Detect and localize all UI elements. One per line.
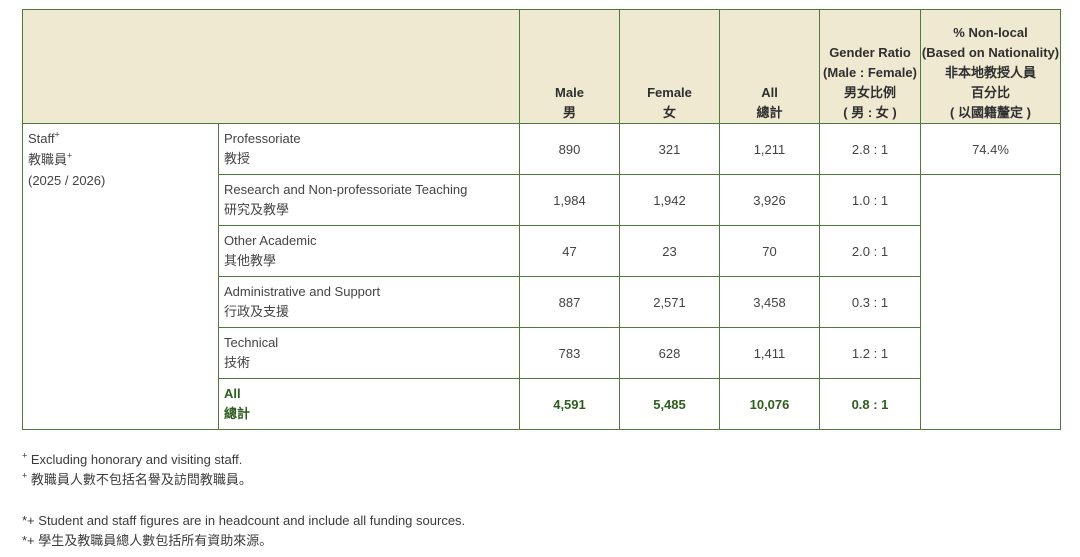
category-zh: 教授 bbox=[224, 151, 251, 166]
total-male-cell: 4,591 bbox=[519, 378, 620, 430]
category-en: Other Academic bbox=[224, 233, 317, 248]
all-cell: 3,926 bbox=[719, 174, 820, 226]
ratio-cell: 1.2 : 1 bbox=[819, 327, 921, 379]
header-nonlocal: % Non-local (Based on Nationality) 非本地教授… bbox=[920, 9, 1061, 124]
header-all-en: All bbox=[761, 85, 778, 100]
category-cell: Technical 技術 bbox=[218, 327, 520, 379]
category-zh: 研究及教學 bbox=[224, 202, 290, 217]
header-all-zh: 總計 bbox=[756, 105, 783, 120]
header-male: Male 男 bbox=[519, 9, 620, 124]
staff-year: (2025 / 2026) bbox=[28, 173, 106, 188]
ratio-cell: 0.3 : 1 bbox=[819, 276, 921, 328]
table-row: Administrative and Support 行政及支援 887 2,5… bbox=[23, 276, 1061, 328]
male-cell: 890 bbox=[519, 123, 620, 175]
male-cell: 1,984 bbox=[519, 174, 620, 226]
category-en: Technical bbox=[224, 335, 279, 350]
male-cell: 47 bbox=[519, 225, 620, 277]
nonlocal-cell: 74.4% bbox=[920, 123, 1061, 175]
staff-label-zh: 教職員 bbox=[28, 152, 68, 167]
category-en: Professoriate bbox=[224, 131, 301, 146]
footnote-1-en: + Excluding honorary and visiting staff. bbox=[22, 450, 465, 470]
table-row: Staff+ 教職員+ (2025 / 2026) Professoriate … bbox=[22, 123, 1061, 430]
header-female-zh: 女 bbox=[662, 105, 676, 120]
ratio-cell: 2.8 : 1 bbox=[819, 123, 921, 175]
female-cell: 1,942 bbox=[619, 174, 720, 226]
footnotes: + Excluding honorary and visiting staff.… bbox=[22, 450, 465, 551]
total-en: All bbox=[224, 386, 241, 401]
female-cell: 628 bbox=[619, 327, 720, 379]
total-row: All 總計 4,591 5,485 10,076 0.8 : 1 bbox=[23, 378, 1061, 430]
total-ratio-cell: 0.8 : 1 bbox=[819, 378, 921, 430]
table-row: Research and Non-professoriate Teaching … bbox=[23, 174, 1061, 430]
total-zh: 總計 bbox=[224, 406, 251, 421]
header-all: All 總計 bbox=[719, 9, 820, 124]
staff-table: Male 男 Female 女 All 總計 Gender Ratio (Mal… bbox=[22, 9, 1061, 430]
header-nonlocal-en-2: (Based on Nationality) bbox=[921, 45, 1060, 60]
all-cell: 1,411 bbox=[719, 327, 820, 379]
category-cell: Administrative and Support 行政及支援 bbox=[218, 276, 520, 328]
footnote-2-zh-text: 學生及教職員總人數包括所有資助來源。 bbox=[34, 533, 273, 548]
staff-label-en: Staff bbox=[28, 131, 55, 146]
header-ratio-en-1: Gender Ratio bbox=[829, 45, 911, 60]
staff-label-cell: Staff+ 教職員+ (2025 / 2026) bbox=[22, 123, 219, 430]
footnote-1-sup: + bbox=[22, 450, 28, 461]
footnote-2-sup: *+ bbox=[22, 513, 35, 528]
female-cell: 2,571 bbox=[619, 276, 720, 328]
nonlocal-empty-cell bbox=[920, 174, 1061, 430]
table-row: Technical 技術 783 628 1,411 1.2 : 1 bbox=[23, 327, 1061, 379]
category-zh: 技術 bbox=[224, 355, 251, 370]
footnote-2-en: *+ Student and staff figures are in head… bbox=[22, 511, 465, 531]
staff-label-zh-sup: + bbox=[67, 150, 73, 161]
total-female-cell: 5,485 bbox=[619, 378, 720, 430]
footnote-1-zh-sup: + bbox=[22, 470, 28, 481]
category-en: Administrative and Support bbox=[224, 284, 381, 299]
header-nonlocal-zh-3: ( 以國籍釐定 ) bbox=[950, 105, 1031, 120]
staff-label-sup: + bbox=[54, 129, 60, 140]
category-zh: 行政及支援 bbox=[224, 304, 290, 319]
category-zh: 其他教學 bbox=[224, 253, 277, 268]
category-cell: Research and Non-professoriate Teaching … bbox=[218, 174, 520, 226]
total-all-cell: 10,076 bbox=[719, 378, 820, 430]
table-row: Other Academic 其他教學 47 23 70 2.0 : 1 bbox=[23, 225, 1061, 277]
footnote-2-en-text: Student and staff figures are in headcou… bbox=[34, 513, 466, 528]
male-cell: 887 bbox=[519, 276, 620, 328]
all-cell: 3,458 bbox=[719, 276, 820, 328]
total-label-cell: All 總計 bbox=[218, 378, 520, 430]
header-female: Female 女 bbox=[619, 9, 720, 124]
header-nonlocal-zh-2: 百分比 bbox=[970, 85, 1010, 100]
footnote-1-en-text: Excluding honorary and visiting staff. bbox=[27, 452, 243, 467]
all-cell: 70 bbox=[719, 225, 820, 277]
female-cell: 321 bbox=[619, 123, 720, 175]
header-gender-ratio: Gender Ratio (Male : Female) 男女比例 ( 男 : … bbox=[819, 9, 921, 124]
header-male-zh: 男 bbox=[562, 105, 576, 120]
category-cell: Other Academic 其他教學 bbox=[218, 225, 520, 277]
all-cell: 1,211 bbox=[719, 123, 820, 175]
ratio-cell: 1.0 : 1 bbox=[819, 174, 921, 226]
footnote-1-zh-text: 教職員人數不包括名譽及訪問教職員。 bbox=[27, 472, 252, 487]
female-cell: 23 bbox=[619, 225, 720, 277]
table-header-row: Male 男 Female 女 All 總計 Gender Ratio (Mal… bbox=[22, 9, 1061, 124]
category-en: Research and Non-professoriate Teaching bbox=[224, 182, 468, 197]
footnote-2-zh-sup: *+ bbox=[22, 533, 35, 548]
header-female-en: Female bbox=[647, 85, 692, 100]
header-ratio-en-2: (Male : Female) bbox=[823, 65, 917, 80]
header-ratio-zh-1: 男女比例 bbox=[843, 85, 896, 100]
header-nonlocal-zh-1: 非本地教授人員 bbox=[944, 65, 1036, 80]
footnote-2-zh: *+ 學生及教職員總人數包括所有資助來源。 bbox=[22, 531, 465, 551]
category-cell: Professoriate 教授 bbox=[218, 123, 520, 175]
header-male-en: Male bbox=[555, 85, 584, 100]
staff-statistics: Male 男 Female 女 All 總計 Gender Ratio (Mal… bbox=[22, 9, 1061, 430]
header-nonlocal-en-1: % Non-local bbox=[953, 25, 1028, 40]
ratio-cell: 2.0 : 1 bbox=[819, 225, 921, 277]
header-ratio-zh-2: ( 男 : 女 ) bbox=[843, 105, 897, 120]
header-blank-cell bbox=[22, 9, 520, 124]
male-cell: 783 bbox=[519, 327, 620, 379]
footnote-1-zh: + 教職員人數不包括名譽及訪問教職員。 bbox=[22, 470, 465, 490]
